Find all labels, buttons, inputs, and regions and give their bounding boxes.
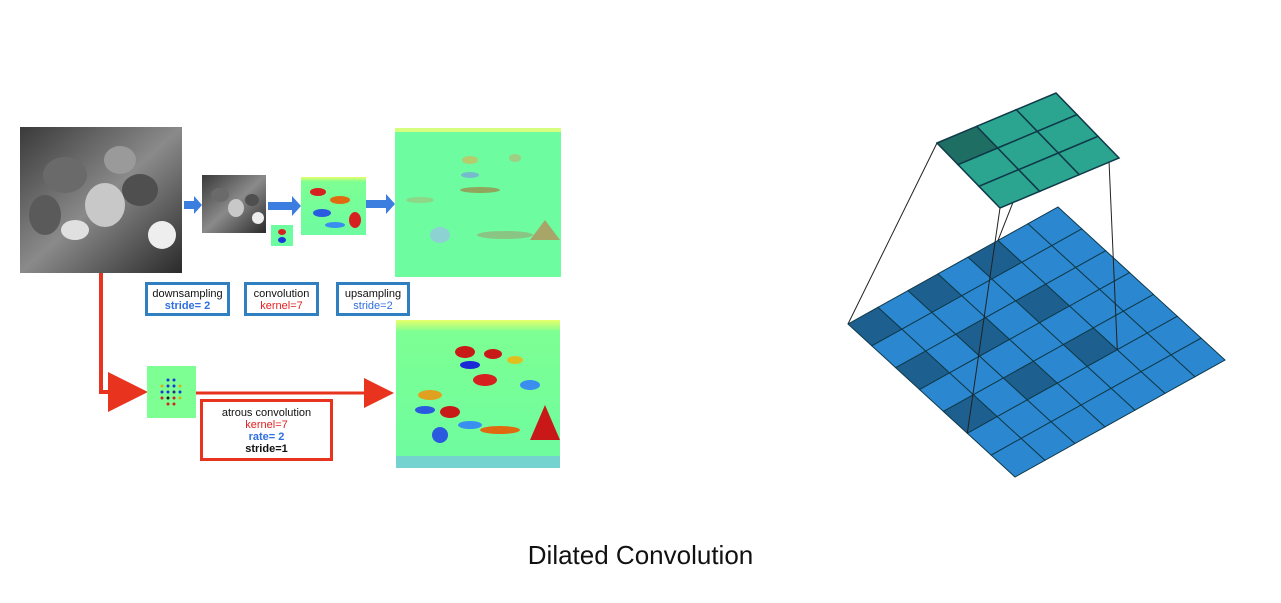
downsampled-photo — [202, 175, 266, 233]
atrous-pipeline-diagram — [20, 127, 561, 468]
upsampled-output — [395, 128, 561, 277]
upsampling-box: upsampling stride=2 — [336, 282, 410, 316]
kernel-small — [271, 225, 293, 246]
kernel-dilated — [147, 366, 196, 418]
upsampling-param: stride=2 — [353, 300, 393, 312]
red-arrow-down — [99, 273, 148, 412]
dilated-convolution-grid — [847, 92, 1226, 478]
atrous-kernel: kernel=7 — [245, 419, 288, 431]
figure-caption: Dilated Convolution — [527, 540, 754, 570]
upsampling-title: upsampling — [344, 288, 402, 300]
atrous-convolution-box: atrous convolution kernel=7 rate= 2 stri… — [200, 399, 333, 461]
atrous-title: atrous convolution — [221, 407, 312, 419]
conv-output-heatmap — [301, 177, 366, 235]
arrow-blue-3 — [366, 194, 395, 214]
projection-line — [847, 142, 938, 325]
arrow-blue-1 — [184, 196, 202, 214]
input-photo — [20, 127, 182, 273]
output-grid-cell — [1057, 135, 1121, 176]
convolution-title: convolution — [253, 288, 310, 300]
convolution-box: convolution kernel=7 — [244, 282, 319, 316]
atrous-stride: stride=1 — [245, 443, 288, 455]
projection-line — [1108, 160, 1118, 350]
convolution-param: kernel=7 — [260, 300, 303, 312]
projection-line — [966, 207, 1001, 434]
atrous-output-heatmap — [396, 320, 560, 468]
downsampling-box: downsampling stride= 2 — [145, 282, 230, 316]
downsampling-title: downsampling — [152, 288, 223, 300]
arrow-blue-2 — [268, 196, 301, 216]
input-grid-cell — [1170, 337, 1226, 378]
downsampling-param: stride= 2 — [164, 300, 211, 312]
atrous-rate: rate= 2 — [248, 431, 285, 443]
